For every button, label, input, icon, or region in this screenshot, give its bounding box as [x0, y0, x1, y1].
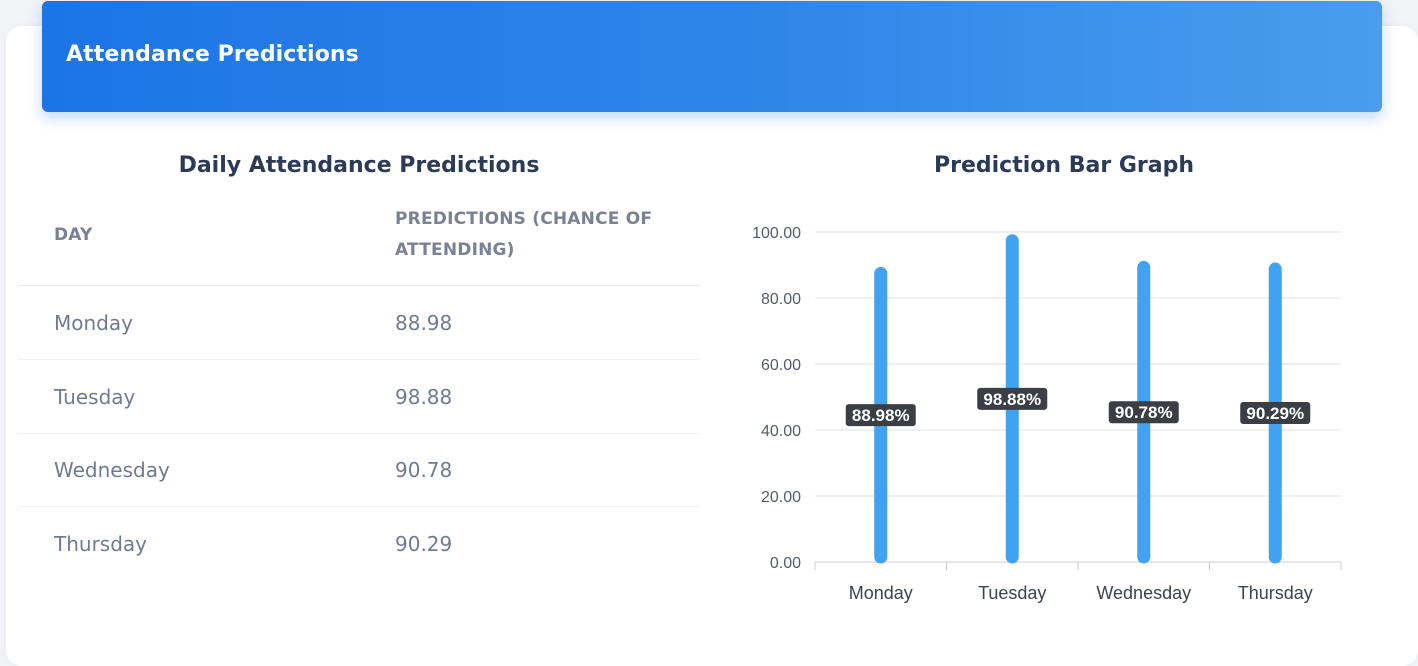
table-row: Tuesday 98.88 — [18, 360, 700, 434]
table-row: Thursday 90.29 — [18, 507, 700, 580]
day-cell: Thursday — [54, 532, 147, 556]
data-label: 90.29% — [1246, 404, 1304, 423]
table-title: Daily Attendance Predictions — [178, 153, 540, 178]
page-header: Attendance Predictions — [42, 1, 1382, 112]
x-category-label: Monday — [849, 583, 913, 603]
data-label: 90.78% — [1115, 403, 1173, 422]
data-label-background — [1240, 402, 1311, 425]
prediction-cell: 98.88 — [395, 385, 453, 409]
y-tick-label: 0.00 — [770, 555, 801, 572]
x-category-label: Wednesday — [1096, 583, 1191, 603]
data-label-background — [977, 387, 1048, 410]
prediction-bar-chart: 0.00 20.00 40.00 60.00 80.00 100.00 Monday 88.9… — [752, 225, 1342, 603]
column-header-predictions: Predictions (Chance of Attending) — [395, 209, 653, 260]
x-category-label: Thursday — [1238, 583, 1313, 603]
table-row: Wednesday 90.78 — [18, 433, 700, 507]
day-cell: Wednesday — [54, 458, 170, 482]
prediction-cell: 88.98 — [395, 311, 453, 335]
day-cell: Monday — [54, 311, 133, 335]
y-tick-label: 40.00 — [761, 423, 801, 440]
header-divider — [18, 285, 700, 286]
y-tick-label: 60.00 — [761, 357, 801, 374]
y-tick-label: 100.00 — [752, 225, 801, 242]
data-label: 98.88% — [983, 390, 1041, 409]
prediction-cell: 90.78 — [395, 458, 453, 482]
x-category-label: Tuesday — [978, 583, 1046, 603]
data-label-background — [1108, 401, 1179, 424]
column-header-day: Day — [54, 225, 93, 245]
table-row: Monday 88.98 — [18, 286, 700, 360]
data-label-background — [845, 404, 916, 427]
page-title: Attendance Predictions — [66, 42, 359, 67]
y-tick-label: 80.00 — [761, 291, 801, 308]
day-cell: Tuesday — [54, 385, 136, 409]
y-tick-label: 20.00 — [761, 489, 801, 506]
data-label: 88.98% — [852, 406, 910, 425]
main-card — [6, 26, 1418, 666]
graph-title: Prediction Bar Graph — [933, 153, 1194, 178]
prediction-cell: 90.29 — [395, 532, 453, 556]
